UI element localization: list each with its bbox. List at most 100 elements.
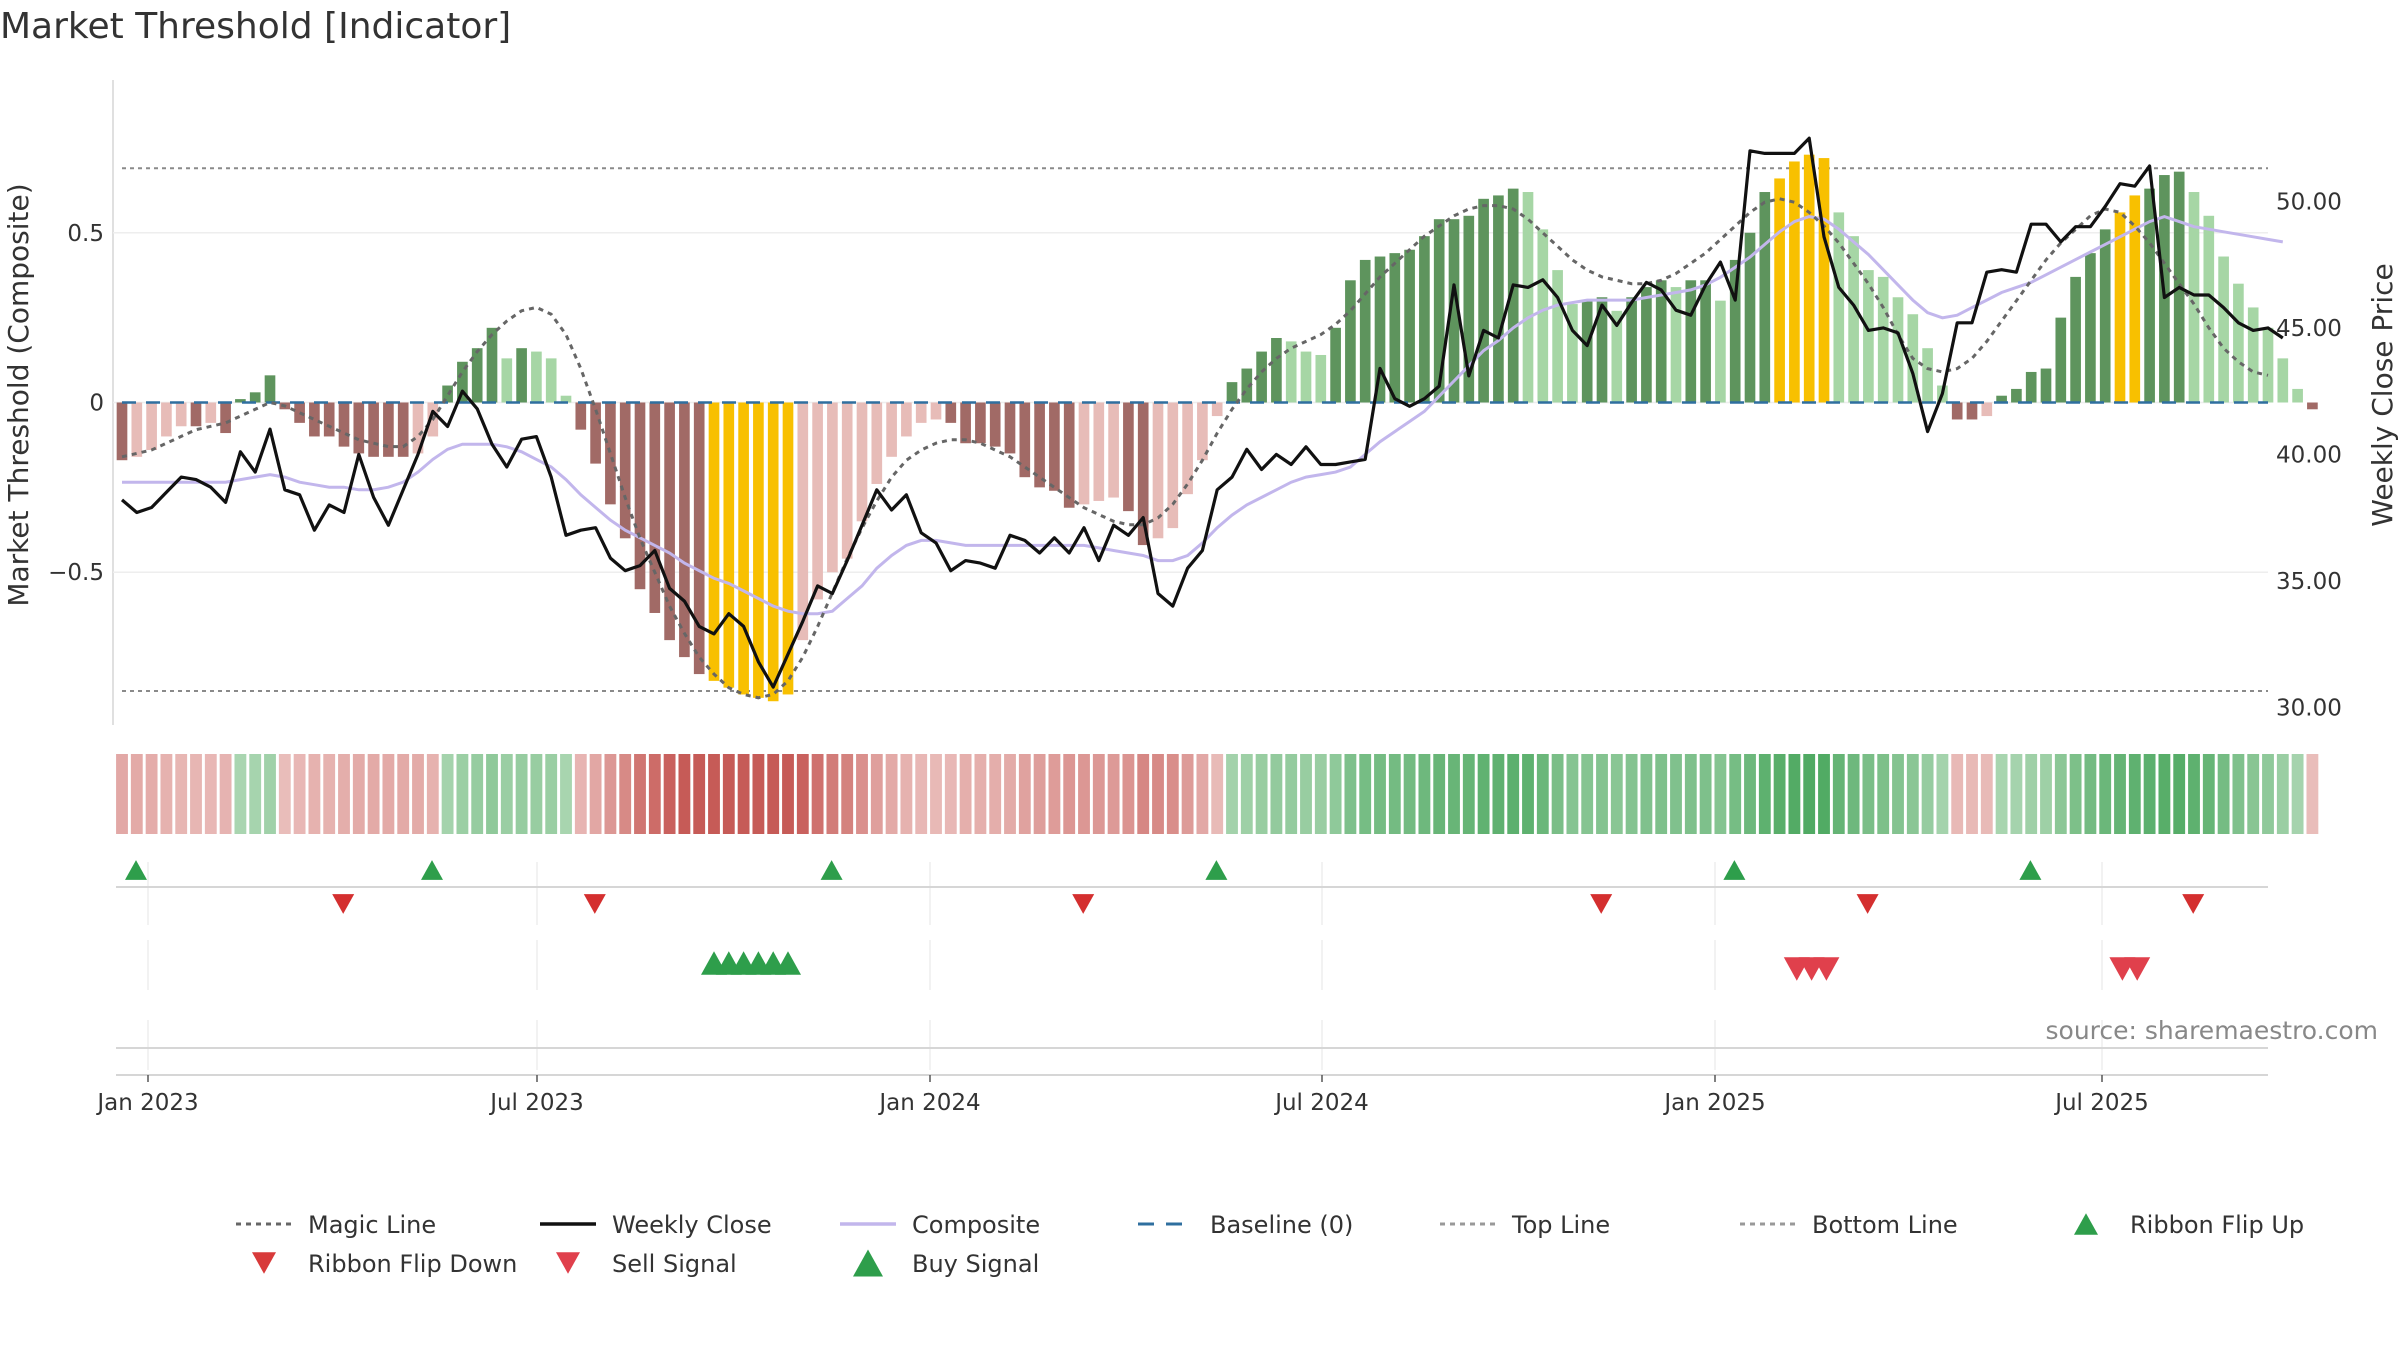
ribbon-cell (1492, 754, 1505, 834)
composite-bar (264, 375, 276, 403)
composite-bar (1981, 402, 1993, 417)
composite-bar (2277, 358, 2289, 403)
composite-bar (1182, 402, 1193, 495)
ribbon-cell (1684, 754, 1697, 834)
composite-bar (1478, 198, 1489, 403)
ribbon-cell (1803, 754, 1816, 834)
ribbon-cell (752, 754, 765, 834)
ribbon-cell (1063, 754, 1076, 834)
composite-bar (975, 402, 986, 444)
composite-bar (1818, 158, 1830, 403)
ribbon-cell (915, 754, 928, 834)
right-tick-label: 30.00 (2276, 695, 2342, 721)
ribbon-cell (2262, 754, 2274, 834)
composite-bar (1271, 338, 1282, 403)
composite-bar (1034, 402, 1045, 488)
ribbon-cell (2158, 754, 2171, 834)
ribbon-cell (1477, 754, 1490, 834)
composite-bar (1330, 327, 1341, 403)
composite-bar (1700, 280, 1711, 403)
ribbon-cell (604, 754, 617, 834)
composite-bar (575, 402, 587, 430)
composite-bar (841, 402, 853, 559)
composite-bar (1315, 354, 1327, 403)
ribbon-cell (426, 754, 439, 834)
ribbon-cell (722, 754, 735, 834)
composite-bar (590, 402, 601, 464)
composite-bar (1951, 402, 1963, 420)
ribbon-cell (1551, 754, 1564, 834)
ribbon-cell (116, 754, 128, 834)
ribbon-cell (1773, 754, 1786, 834)
legend-item: Weekly Close (540, 1211, 772, 1239)
regime-ribbon (116, 754, 2319, 834)
chart-title: Market Threshold [Indicator] (0, 6, 511, 47)
ribbon-cell (456, 754, 469, 834)
composite-bar (2247, 307, 2259, 403)
ribbon-cell (397, 754, 410, 834)
ribbon-cell (2054, 754, 2067, 834)
composite-bar (1996, 395, 2007, 403)
ribbon-cell (885, 754, 898, 834)
legend-label: Composite (912, 1211, 1040, 1239)
left-tick-label: 0.5 (67, 221, 104, 247)
composite-bar (1019, 402, 1031, 478)
x-tick-label: Jan 2025 (1662, 1090, 1765, 1116)
composite-bar (1433, 219, 1445, 403)
ribbon-flip-down-marker (1856, 894, 1879, 914)
ribbon-cell (2247, 754, 2260, 834)
composite-bar (1744, 232, 1756, 403)
right-tick-label: 40.00 (2276, 442, 2342, 468)
ribbon-cell (2202, 754, 2215, 834)
ribbon-cell (2306, 754, 2319, 834)
sell-signal-marker (2124, 957, 2151, 981)
ribbon-cell (2128, 754, 2141, 834)
ribbon-cell (1329, 754, 1342, 834)
composite-bar (2011, 388, 2022, 403)
ribbon-cell (1181, 754, 1194, 834)
ribbon-cell (811, 754, 824, 834)
ribbon-cell (1847, 754, 1860, 834)
composite-bar (2025, 371, 2037, 403)
ribbon-cell (959, 754, 972, 834)
ribbon-cell (1596, 754, 1608, 834)
ribbon-cell (1625, 754, 1638, 834)
composite-bar (323, 402, 335, 437)
ribbon-cell (1906, 754, 1919, 834)
composite-bar (1211, 402, 1223, 417)
composite-bar (220, 402, 231, 434)
legend-item: Sell Signal (556, 1250, 737, 1278)
ribbon-cell (1137, 754, 1150, 834)
composite-bar (1833, 212, 1845, 403)
ribbon-flip-up-marker (820, 860, 843, 880)
composite-bar (1078, 402, 1090, 505)
ribbon-cell (560, 754, 572, 834)
composite-bar (945, 402, 957, 423)
ribbon-cell (2276, 754, 2289, 834)
composite-bar (2055, 317, 2067, 403)
composite-bar (131, 402, 143, 457)
composite-bar (1137, 402, 1149, 546)
composite-bar (960, 402, 971, 444)
ribbon-cell (1995, 754, 2008, 834)
ribbon-cell (500, 754, 513, 834)
composite-bar (915, 402, 927, 423)
ribbon-cell (1655, 754, 1668, 834)
composite-bar (516, 348, 527, 403)
ribbon-cell (708, 754, 720, 834)
ribbon-cell (841, 754, 854, 834)
ribbon-cell (278, 754, 291, 834)
x-tick-label: Jul 2025 (2053, 1090, 2149, 1116)
ribbon-cell (249, 754, 262, 834)
right-tick-label: 35.00 (2276, 569, 2342, 595)
legend-marker (853, 1249, 883, 1277)
ribbon-cell (441, 754, 454, 834)
ribbon-cell (1418, 754, 1431, 834)
composite-bar (2262, 327, 2274, 403)
composite-bar (486, 327, 498, 403)
composite-bar (1685, 280, 1697, 403)
ribbon-flip-down-marker (1590, 894, 1613, 914)
ribbon-cell (574, 754, 587, 834)
composite-bar (545, 358, 557, 403)
ribbon-cell (1699, 754, 1712, 834)
